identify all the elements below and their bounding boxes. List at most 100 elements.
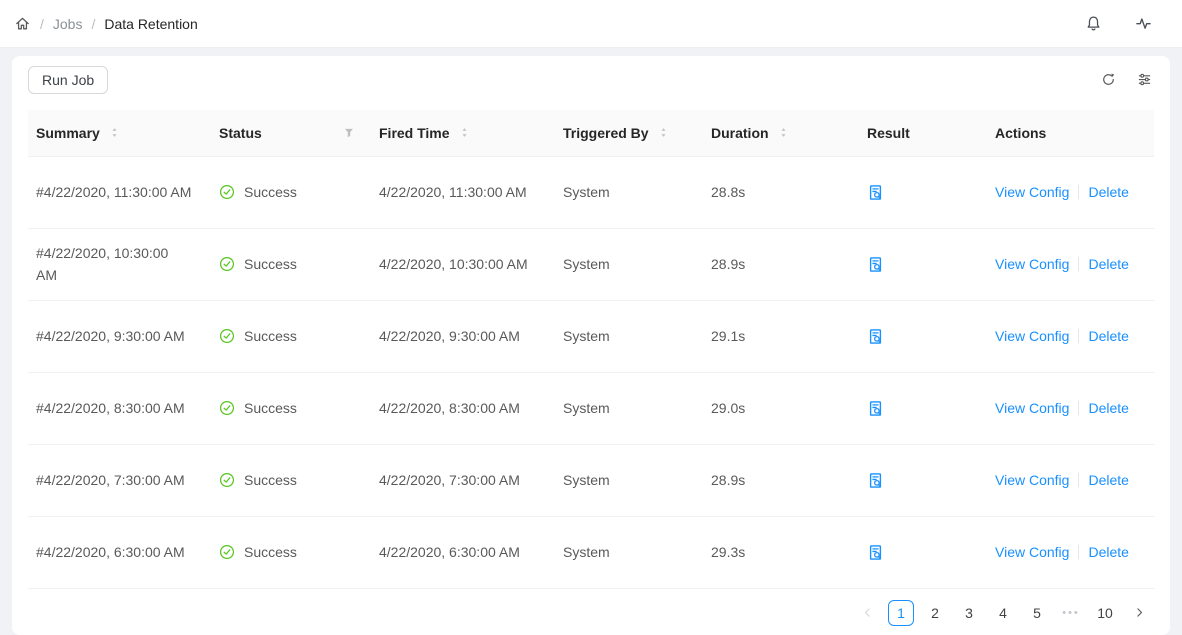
column-header-fired-time[interactable]: Fired Time bbox=[371, 110, 555, 157]
breadcrumb-separator: / bbox=[91, 15, 96, 32]
file-search-icon[interactable] bbox=[867, 400, 884, 417]
file-search-icon[interactable] bbox=[867, 544, 884, 561]
fired-time: 4/22/2020, 11:30:00 AM bbox=[379, 184, 527, 200]
home-icon[interactable] bbox=[14, 15, 31, 32]
job-summary: #4/22/2020, 9:30:00 AM bbox=[36, 328, 185, 344]
breadcrumb-separator: / bbox=[40, 15, 44, 32]
sorter-icon bbox=[778, 126, 789, 139]
delete-link[interactable]: Delete bbox=[1088, 328, 1129, 344]
view-config-link[interactable]: View Config bbox=[995, 184, 1070, 200]
duration: 29.0s bbox=[711, 400, 746, 416]
pagination-page-3[interactable]: 3 bbox=[965, 604, 973, 621]
pagination-prev-button[interactable] bbox=[854, 600, 880, 626]
delete-link[interactable]: Delete bbox=[1088, 184, 1129, 200]
check-circle-icon bbox=[219, 400, 235, 416]
pagination-page-2[interactable]: 2 bbox=[931, 604, 939, 621]
triggered-by: System bbox=[563, 472, 610, 488]
view-config-link[interactable]: View Config bbox=[995, 328, 1070, 344]
status-label: Success bbox=[244, 256, 297, 272]
check-circle-icon bbox=[219, 472, 235, 488]
sorter-icon bbox=[109, 126, 120, 139]
jobs-table: Summary Status Fired Time Triggered By D… bbox=[28, 110, 1154, 589]
duration: 29.1s bbox=[711, 328, 746, 344]
pagination: 1 2 3 4 5 ••• 10 bbox=[28, 599, 1152, 626]
fired-time: 4/22/2020, 8:30:00 AM bbox=[379, 400, 520, 416]
card-toolbar: Run Job bbox=[28, 65, 1154, 95]
duration: 28.8s bbox=[711, 184, 746, 200]
view-config-link[interactable]: View Config bbox=[995, 400, 1070, 416]
file-search-icon[interactable] bbox=[867, 472, 884, 489]
table-row: #4/22/2020, 8:30:00 AM Success 4/22/2020… bbox=[28, 372, 1154, 445]
delete-link[interactable]: Delete bbox=[1088, 400, 1129, 416]
column-header-result: Result bbox=[859, 110, 987, 157]
fired-time: 4/22/2020, 6:30:00 AM bbox=[379, 544, 520, 560]
view-config-link[interactable]: View Config bbox=[995, 256, 1070, 272]
triggered-by: System bbox=[563, 544, 610, 560]
table-row: #4/22/2020, 10:30:00 AM Success 4/22/202… bbox=[28, 228, 1154, 301]
column-header-actions: Actions bbox=[987, 110, 1154, 157]
column-label: Duration bbox=[711, 124, 769, 141]
view-config-link[interactable]: View Config bbox=[995, 472, 1070, 488]
action-divider bbox=[1078, 185, 1080, 199]
job-summary: #4/22/2020, 8:30:00 AM bbox=[36, 400, 185, 416]
fired-time: 4/22/2020, 10:30:00 AM bbox=[379, 256, 528, 272]
breadcrumb-item-jobs[interactable]: Jobs bbox=[52, 15, 83, 32]
duration: 28.9s bbox=[711, 472, 746, 488]
pagination-ellipsis[interactable]: ••• bbox=[1062, 606, 1080, 619]
check-circle-icon bbox=[219, 184, 235, 200]
delete-link[interactable]: Delete bbox=[1088, 256, 1129, 272]
status-label: Success bbox=[244, 400, 297, 416]
reload-icon[interactable] bbox=[1101, 71, 1116, 89]
delete-link[interactable]: Delete bbox=[1088, 472, 1129, 488]
delete-link[interactable]: Delete bbox=[1088, 544, 1129, 560]
job-summary: #4/22/2020, 7:30:00 AM bbox=[36, 472, 185, 488]
sorter-icon bbox=[658, 126, 669, 139]
file-search-icon[interactable] bbox=[867, 184, 884, 201]
column-label: Status bbox=[219, 124, 262, 141]
content-card: Run Job Summary Status Fired Time Trigge… bbox=[12, 56, 1170, 635]
pagination-page-5[interactable]: 5 bbox=[1033, 604, 1041, 621]
column-header-summary[interactable]: Summary bbox=[28, 110, 211, 157]
file-search-icon[interactable] bbox=[867, 256, 884, 273]
duration: 29.3s bbox=[711, 544, 746, 560]
top-bar: / Jobs / Data Retention bbox=[0, 0, 1182, 48]
job-summary: #4/22/2020, 11:30:00 AM bbox=[36, 184, 192, 200]
triggered-by: System bbox=[563, 256, 610, 272]
pagination-next-button[interactable] bbox=[1126, 600, 1152, 626]
column-header-triggered-by[interactable]: Triggered By bbox=[555, 110, 703, 157]
filter-funnel-icon[interactable] bbox=[343, 127, 355, 139]
fired-time: 4/22/2020, 7:30:00 AM bbox=[379, 472, 520, 488]
pulse-icon[interactable] bbox=[1135, 15, 1152, 33]
job-summary: #4/22/2020, 10:30:00 AM bbox=[36, 245, 169, 283]
pagination-page-10[interactable]: 10 bbox=[1097, 604, 1113, 621]
table-header-row: Summary Status Fired Time Triggered By D… bbox=[28, 110, 1154, 157]
column-label: Fired Time bbox=[379, 124, 450, 141]
action-divider bbox=[1078, 257, 1080, 271]
triggered-by: System bbox=[563, 328, 610, 344]
action-divider bbox=[1078, 329, 1080, 343]
run-job-button[interactable]: Run Job bbox=[28, 66, 109, 94]
action-divider bbox=[1078, 545, 1080, 559]
table-row: #4/22/2020, 6:30:00 AM Success 4/22/2020… bbox=[28, 516, 1154, 589]
column-header-status: Status bbox=[211, 110, 371, 157]
check-circle-icon bbox=[219, 544, 235, 560]
status-label: Success bbox=[244, 472, 297, 488]
breadcrumb-item-current: Data Retention bbox=[104, 15, 198, 32]
duration: 28.9s bbox=[711, 256, 746, 272]
column-header-duration[interactable]: Duration bbox=[703, 110, 859, 157]
pagination-page-1[interactable]: 1 bbox=[888, 599, 914, 626]
pagination-page-4[interactable]: 4 bbox=[999, 604, 1007, 621]
triggered-by: System bbox=[563, 184, 610, 200]
action-divider bbox=[1078, 473, 1080, 487]
file-search-icon[interactable] bbox=[867, 328, 884, 345]
column-label: Actions bbox=[995, 124, 1047, 141]
fired-time: 4/22/2020, 9:30:00 AM bbox=[379, 328, 520, 344]
sliders-icon[interactable] bbox=[1137, 71, 1152, 89]
view-config-link[interactable]: View Config bbox=[995, 544, 1070, 560]
bell-icon[interactable] bbox=[1085, 15, 1102, 33]
check-circle-icon bbox=[219, 328, 235, 344]
breadcrumb: / Jobs / Data Retention bbox=[14, 15, 198, 32]
status-label: Success bbox=[244, 544, 297, 560]
check-circle-icon bbox=[219, 256, 235, 272]
action-divider bbox=[1078, 401, 1080, 415]
